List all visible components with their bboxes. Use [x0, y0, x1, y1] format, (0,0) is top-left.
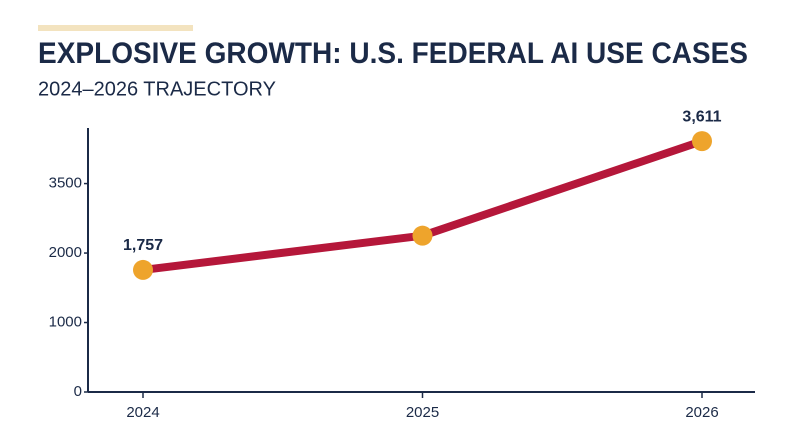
accent-bar	[38, 25, 193, 31]
chart-title: EXPLOSIVE GROWTH: U.S. FEDERAL AI USE CA…	[38, 37, 748, 70]
chart-subtitle: 2024–2026 TRAJECTORY	[38, 78, 276, 100]
y-tick-label: 1000	[49, 313, 82, 330]
data-label: 3,611	[682, 108, 721, 125]
x-tick-label: 2026	[685, 404, 718, 421]
data-point	[412, 225, 433, 246]
x-tick-label: 2025	[406, 404, 439, 421]
data-point	[133, 259, 153, 280]
data-label: 1,757	[123, 237, 163, 254]
data-line	[139, 137, 706, 274]
y-tick-label: 2000	[49, 244, 82, 261]
data-point	[692, 131, 712, 152]
y-tick-label: 0	[74, 383, 82, 400]
x-tick-label: 2024	[126, 404, 159, 421]
y-tick-label: 3500	[49, 175, 82, 192]
